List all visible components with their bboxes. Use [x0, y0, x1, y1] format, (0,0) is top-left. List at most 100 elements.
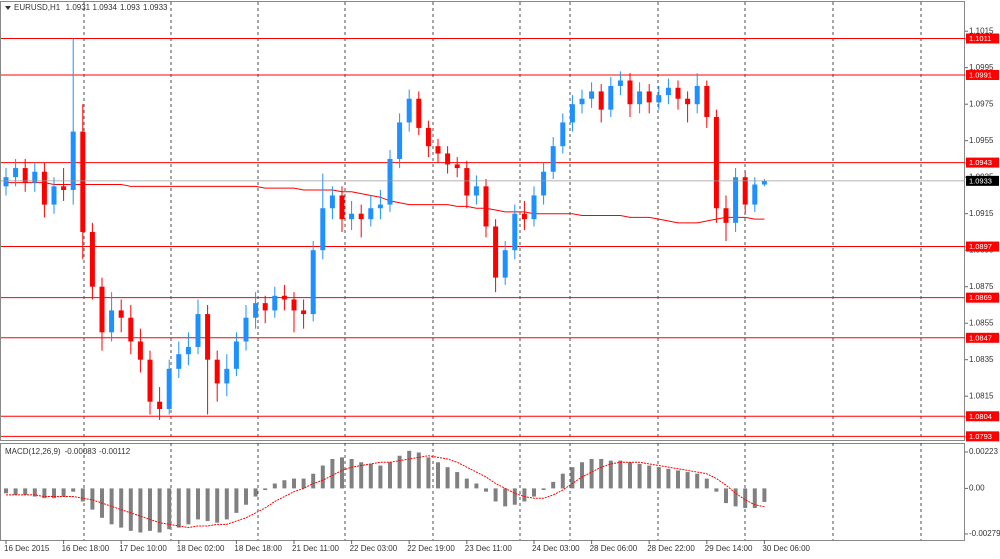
candle-body — [483, 186, 489, 227]
macd-tick-label: 0.00 — [969, 484, 985, 493]
candle-body — [320, 208, 326, 251]
macd-bar — [484, 488, 488, 492]
last-open: 1.0931 — [66, 3, 91, 12]
x-tick-label: 16 Dec 2015 — [4, 544, 50, 553]
macd-bar — [589, 459, 594, 489]
candle-body — [627, 80, 633, 105]
macd-bar — [532, 488, 536, 497]
macd-bar — [128, 488, 133, 531]
candle-body — [752, 184, 758, 205]
macd-bar — [397, 455, 402, 489]
level-label-box — [966, 241, 999, 252]
macd-bar — [436, 462, 440, 489]
last-close: 1.0933 — [143, 3, 168, 12]
macd-bar — [685, 472, 690, 489]
candle-body — [176, 354, 182, 369]
menu-triangle — [5, 6, 11, 10]
macd-bar — [320, 465, 325, 489]
chart-header: EURUSD,H1 1.0931 1.0934 1.093 1.0933 — [14, 3, 168, 12]
x-tick-label: 21 Dec 11:00 — [292, 544, 340, 553]
macd-bar — [52, 488, 56, 499]
macd-bar — [42, 488, 47, 499]
level-label-box — [966, 431, 999, 442]
candle-body — [233, 341, 239, 369]
macd-bar — [205, 488, 210, 522]
macd-bar — [330, 459, 335, 489]
macd-bar — [752, 488, 757, 508]
level-label: 1.0869 — [969, 293, 992, 302]
candle-body — [646, 91, 652, 103]
candle-body — [281, 295, 287, 300]
candle-body — [253, 303, 259, 318]
macd-bar — [695, 473, 700, 489]
x-tick-label: 30 Dec 06:00 — [762, 544, 810, 553]
macd-bar — [618, 460, 623, 489]
level-label: 1.0793 — [969, 432, 992, 441]
level-label-box — [966, 157, 999, 168]
candle-body — [733, 177, 739, 223]
macd-last: -0.00083 — [65, 447, 97, 456]
candle-body — [454, 164, 460, 169]
level-label-box — [966, 411, 999, 422]
level-label: 1.0897 — [969, 242, 992, 251]
y-tick-label: 1.0975 — [969, 99, 994, 108]
x-tick-label: 23 Dec 11:00 — [465, 544, 513, 553]
y-tick-label: 1.0855 — [969, 318, 994, 327]
macd-bar — [4, 488, 8, 494]
y-tick-label: 1.1015 — [969, 26, 994, 35]
candle-body — [224, 368, 230, 384]
candle-body — [723, 208, 729, 223]
candle-body — [13, 168, 19, 178]
macd-bar — [733, 488, 738, 507]
candle-body — [589, 91, 595, 99]
macd-bar — [61, 488, 66, 497]
candle-body — [368, 208, 374, 220]
macd-bar — [176, 488, 181, 528]
macd-bar — [119, 488, 124, 528]
macd-bar — [570, 467, 575, 489]
candle-body — [166, 368, 172, 409]
macd-bar — [148, 488, 152, 531]
macd-bar — [368, 463, 373, 489]
candle-body — [157, 401, 163, 409]
candle-body — [185, 346, 191, 355]
macd-bar — [109, 488, 114, 525]
candle-body — [329, 195, 335, 209]
candle-body — [675, 87, 681, 99]
candle-body — [531, 195, 537, 220]
macd-bar — [224, 488, 229, 520]
candle-body — [358, 213, 364, 220]
candle-body — [464, 168, 470, 196]
signal-last: -0.00112 — [99, 447, 131, 456]
candle-body — [406, 98, 412, 123]
x-tick-label: 22 Dec 03:00 — [350, 544, 398, 553]
macd-bar — [522, 488, 527, 502]
macd-bar — [666, 468, 671, 489]
macd-bar — [215, 488, 220, 523]
candle-body — [569, 104, 575, 123]
macd-bar — [349, 459, 354, 489]
candle-body — [377, 204, 383, 209]
last-high: 1.0934 — [93, 3, 118, 12]
y-tick-label: 1.0995 — [969, 63, 994, 72]
x-tick-label: 16 Dec 18:00 — [62, 544, 110, 553]
macd-bar — [647, 465, 652, 489]
macd-bar — [282, 480, 287, 489]
macd-bar — [608, 460, 613, 489]
macd-header: MACD(12,26,9) -0.00083 -0.00112 — [5, 447, 131, 456]
candle-body — [301, 310, 307, 315]
candle-body — [579, 98, 585, 105]
moving-average — [6, 182, 765, 224]
candle-body — [262, 303, 268, 311]
candle-body — [493, 226, 499, 278]
candle-body — [195, 314, 201, 347]
y-tick-label: 1.0915 — [969, 209, 994, 218]
macd-bar — [724, 488, 728, 504]
x-tick-label: 28 Dec 22:00 — [647, 544, 695, 553]
x-tick-label: 22 Dec 19:00 — [407, 544, 455, 553]
macd-bar — [676, 470, 680, 489]
macd-bar — [407, 450, 412, 489]
candle-body — [521, 213, 527, 220]
macd-bar — [263, 488, 268, 491]
last-low: 1.093 — [120, 3, 141, 12]
